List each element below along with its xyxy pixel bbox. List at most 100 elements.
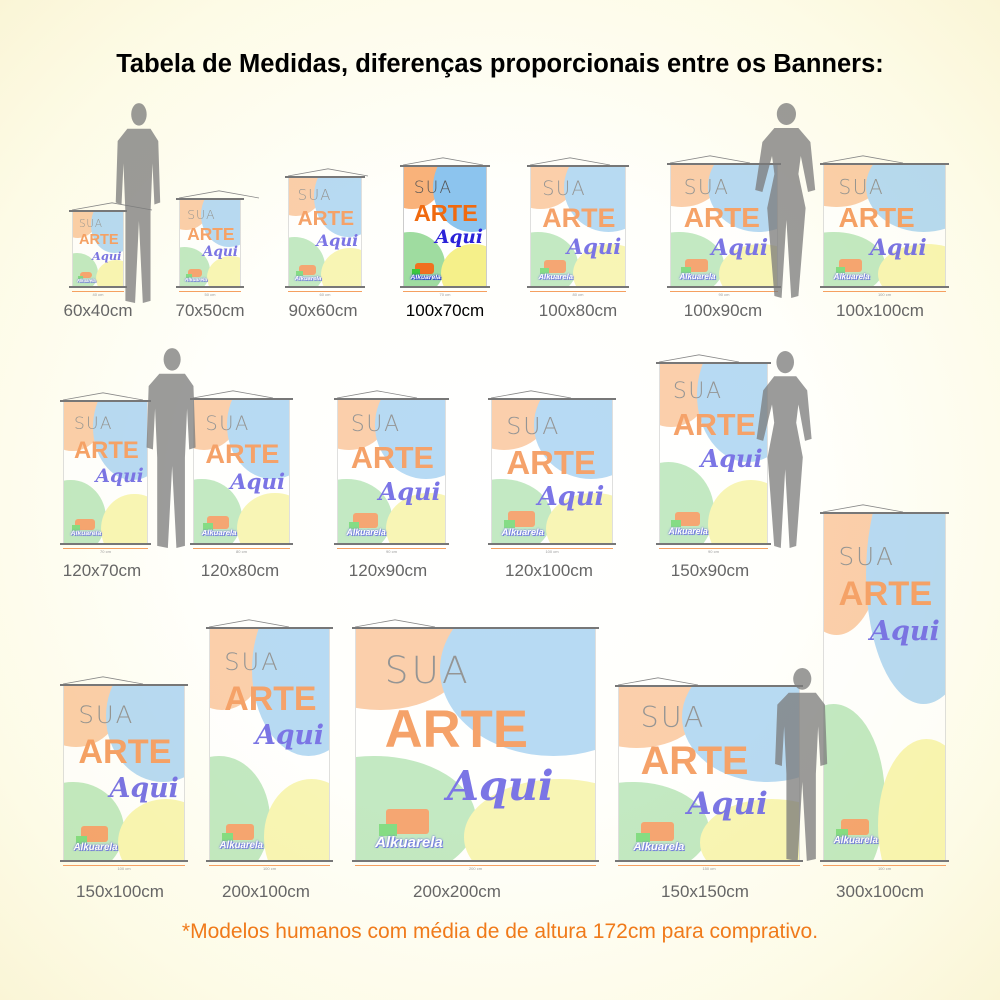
top-rod [352, 627, 599, 629]
bottom-rod [820, 286, 949, 288]
art-text-aqui: Aqui [537, 482, 605, 513]
art-text-sua: SUA [73, 413, 113, 434]
banner-artwork: SUA ARTE Aqui Alkuarela [670, 165, 778, 286]
banner-100x70cm: SUA ARTE Aqui Alkuarela 70 cm [400, 165, 490, 297]
size-label: 150x90cm [670, 561, 750, 580]
art-text-arte: ARTE [838, 575, 933, 614]
art-text-sua: SUA [297, 186, 332, 204]
size-label: 120x80cm [200, 561, 280, 580]
bottom-rod [400, 286, 490, 288]
size-label: 100x100cm [836, 301, 924, 320]
art-text-sua: SUA [350, 411, 401, 437]
width-dimension: 200 cm [355, 865, 596, 871]
size-label: 100x80cm [538, 301, 618, 320]
alkuarela-logo: Alkuarela [295, 265, 323, 282]
art-text-sua: SUA [224, 647, 280, 676]
alkuarela-logo: Alkuarela [633, 821, 687, 853]
hanging-cord [403, 157, 483, 165]
banner-artwork: SUA ARTE Aqui Alkuarela [209, 629, 330, 860]
art-text-arte: ARTE [506, 443, 596, 481]
hanging-cord [63, 676, 143, 684]
bottom-rod [69, 286, 127, 288]
banner-artwork: SUA ARTE Aqui Alkuarela [355, 629, 596, 860]
art-text-sua: SUA [640, 701, 706, 735]
banner-200x100cm: SUA ARTE Aqui Alkuarela 100 cm [206, 627, 333, 871]
banner-artwork: SUA ARTE Aqui Alkuarela [823, 165, 946, 286]
bottom-rod [488, 543, 616, 545]
size-label: 120x100cm [505, 561, 593, 580]
banner-150x90cm: SUA ARTE Aqui Alkuarela 90 cm [656, 362, 771, 554]
banner-120x80cm: SUA ARTE Aqui Alkuarela 80 cm [190, 398, 293, 554]
art-text-aqui: Aqui [700, 444, 763, 474]
size-label: 300x100cm [836, 882, 924, 901]
man-silhouette [115, 103, 161, 303]
width-dimension: 80 cm [193, 548, 290, 554]
art-text-aqui: Aqui [255, 720, 324, 752]
alkuarela-logo: Alkuarela [71, 518, 103, 537]
banner-100x100cm: SUA ARTE Aqui Alkuarela 100 cm [820, 163, 949, 297]
top-rod [400, 165, 490, 167]
bottom-rod [206, 860, 333, 862]
alkuarela-logo: Alkuarela [77, 271, 97, 283]
hanging-cord [491, 390, 571, 398]
banner-artwork: SUA ARTE Aqui Alkuarela [337, 400, 446, 543]
banner-60x40cm: SUA ARTE Aqui Alkuarela 40 cm [69, 210, 127, 297]
banner-70x50cm: SUA ARTE Aqui Alkuarela 50 cm [176, 198, 241, 297]
art-text-arte: ARTE [297, 206, 355, 230]
banner-artwork: SUA ARTE Aqui Alkuarela [618, 687, 800, 860]
page-title: Tabela de Medidas, diferenças proporcion… [116, 50, 884, 78]
alkuarela-logo: Alkuarela [834, 819, 881, 846]
hanging-cord [659, 354, 739, 362]
hanging-cord [63, 392, 143, 400]
top-rod [190, 398, 293, 400]
width-dimension: 70 cm [63, 548, 148, 554]
top-rod [527, 165, 629, 167]
banner-120x90cm: SUA ARTE Aqui Alkuarela 90 cm [334, 398, 449, 554]
banner-artwork: SUA ARTE Aqui Alkuarela [491, 400, 613, 543]
banner-artwork: SUA ARTE Aqui Alkuarela [288, 178, 362, 286]
art-text-sua: SUA [384, 647, 471, 692]
art-text-sua: SUA [78, 700, 135, 730]
art-text-aqui: Aqui [92, 249, 122, 264]
bottom-rod [615, 860, 803, 862]
size-label: 100x90cm [683, 301, 763, 320]
alkuarela-logo: Alkuarela [185, 268, 209, 283]
size-label: 90x60cm [288, 301, 358, 320]
art-text-sua: SUA [187, 207, 216, 223]
art-text-arte: ARTE [683, 202, 760, 233]
art-text-aqui: Aqui [566, 234, 622, 260]
hanging-cord [823, 504, 903, 512]
banner-artwork: SUA ARTE Aqui Alkuarela [823, 514, 946, 860]
top-rod [285, 176, 365, 178]
size-label: 200x200cm [413, 882, 501, 901]
art-text-aqui: Aqui [435, 227, 483, 249]
width-dimension: 90 cm [670, 291, 778, 297]
width-dimension: 50 cm [179, 291, 241, 297]
bottom-rod [352, 860, 599, 862]
size-label: 120x70cm [62, 561, 142, 580]
banner-120x70cm: SUA ARTE Aqui Alkuarela 70 cm [60, 400, 151, 554]
art-text-arte: ARTE [413, 199, 478, 226]
alkuarela-logo: Alkuarela [375, 809, 446, 851]
size-label: 200x100cm [222, 882, 310, 901]
width-dimension: 100 cm [63, 865, 185, 871]
bottom-rod [656, 543, 771, 545]
alkuarela-logo: Alkuarela [220, 824, 266, 851]
banner-120x100cm: SUA ARTE Aqui Alkuarela 100 cm [488, 398, 616, 554]
alkuarela-logo: Alkuarela [539, 260, 575, 281]
size-label: 60x40cm [63, 301, 133, 320]
alkuarela-logo: Alkuarela [679, 259, 717, 281]
art-text-sua: SUA [506, 411, 561, 440]
woman-silhouette [756, 351, 812, 548]
art-text-sua: SUA [838, 175, 885, 199]
top-rod [820, 163, 949, 165]
art-text-arte: ARTE [384, 699, 528, 759]
width-dimension: 90 cm [337, 548, 446, 554]
man-silhouette [775, 667, 828, 862]
alkuarela-logo: Alkuarela [347, 513, 388, 537]
top-rod [656, 362, 771, 364]
art-text-aqui: Aqui [109, 773, 179, 805]
banner-artwork: SUA ARTE Aqui Alkuarela [63, 402, 148, 543]
alkuarela-logo: Alkuarela [669, 511, 710, 536]
top-rod [69, 210, 127, 212]
